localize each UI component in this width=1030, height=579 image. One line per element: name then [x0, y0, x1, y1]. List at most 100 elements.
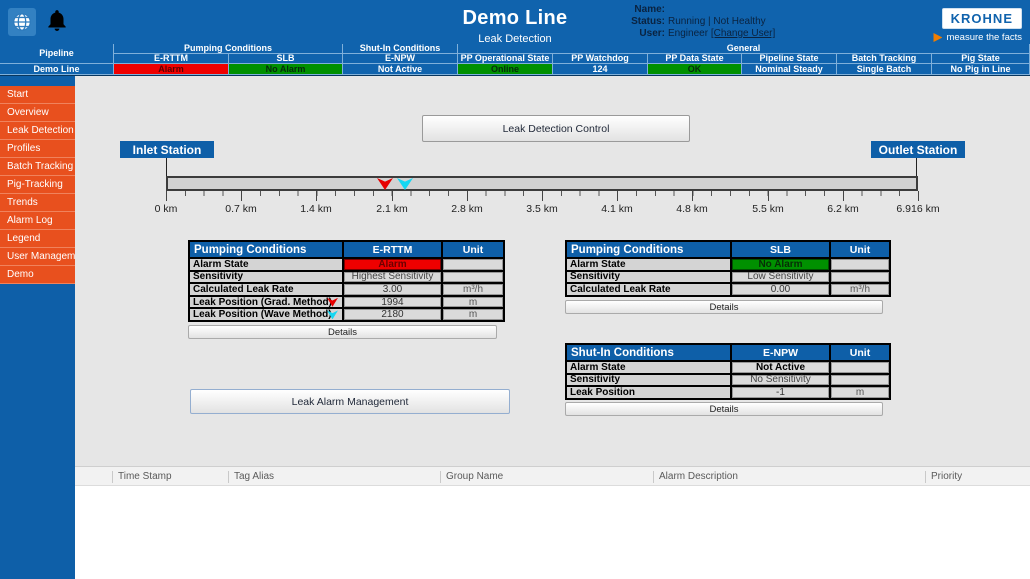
erttm-column-header: E-RTTM	[344, 242, 441, 257]
status-col-erttm: E-RTTM	[114, 54, 229, 64]
name-value	[668, 4, 808, 16]
alarm-col-timestamp[interactable]: Time Stamp	[118, 471, 172, 482]
erttm-alarm-state: Alarm	[344, 259, 441, 270]
alarm-col-group-name[interactable]: Group Name	[446, 471, 504, 482]
status-pipeline-value[interactable]: Demo Line	[0, 64, 114, 75]
enpw-unit-cell: m	[831, 387, 889, 398]
status-col-pipeline-state: Pipeline State	[742, 54, 837, 64]
outlet-station-label: Outlet Station	[871, 141, 965, 158]
erttm-row-label: Leak Position (Grad. Method)	[190, 297, 342, 308]
alarm-col-description[interactable]: Alarm Description	[659, 471, 738, 482]
ruler-label-10: 6.916 km	[896, 203, 940, 215]
alarm-log-body[interactable]	[75, 487, 1030, 579]
status-group-shutin: Shut-In Conditions	[343, 44, 458, 54]
sidebar-item-batch-tracking[interactable]: Batch Tracking	[0, 158, 75, 176]
status-value-pp-data: OK	[648, 64, 742, 75]
status-value-pp-watchdog: 124	[553, 64, 648, 75]
sidebar-item-alarm-log[interactable]: Alarm Log	[0, 212, 75, 230]
outlet-station-line	[916, 158, 917, 176]
sidebar-item-overview[interactable]: Overview	[0, 104, 75, 122]
ruler-label-1: 0.7 km	[225, 203, 257, 215]
slb-row-label: Alarm State	[567, 259, 730, 270]
erttm-unit-cell	[443, 259, 503, 270]
sidebar-item-profiles[interactable]: Profiles	[0, 140, 75, 158]
status-group-pumping: Pumping Conditions	[114, 44, 343, 54]
leak-detection-control-button[interactable]: Leak Detection Control	[422, 115, 690, 142]
erttm-unit-cell: m³/h	[443, 284, 503, 295]
slb-unit-header: Unit	[831, 242, 889, 257]
erttm-sensitivity: Highest Sensitivity	[344, 271, 441, 282]
alarm-log-header: Time Stamp Tag Alias Group Name Alarm De…	[75, 466, 1030, 486]
status-pipeline-header: Pipeline	[0, 44, 114, 64]
erttm-unit-cell: m	[443, 309, 503, 320]
wave-method-arrow-icon	[327, 310, 338, 320]
sidebar-item-leak-detection[interactable]: Leak Detection	[0, 122, 75, 140]
status-col-slb: SLB	[229, 54, 343, 64]
enpw-leak-position: -1	[732, 387, 829, 398]
session-info: Name: Status: Running | Not Healthy User:…	[598, 4, 808, 40]
grad-method-arrow-icon	[327, 297, 338, 307]
top-header: Demo Line Leak Detection Name: Status: Ru…	[0, 0, 1030, 45]
enpw-unit-header: Unit	[831, 345, 889, 360]
enpw-table-title: Shut-In Conditions	[567, 345, 730, 360]
globe-icon	[12, 12, 32, 32]
alarm-bell-icon[interactable]	[44, 8, 70, 34]
erttm-row-label: Alarm State	[190, 259, 342, 270]
ruler-label-4: 2.8 km	[451, 203, 483, 215]
sidebar-item-demo[interactable]: Demo	[0, 266, 75, 284]
slb-leak-rate: 0.00	[732, 284, 829, 295]
ruler-label-9: 6.2 km	[827, 203, 859, 215]
status-col-batch-tracking: Batch Tracking	[837, 54, 932, 64]
sidebar-item-start[interactable]: Start	[0, 86, 75, 104]
alarm-log-panel: Time Stamp Tag Alias Group Name Alarm De…	[75, 466, 1030, 579]
sidebar-item-pig-tracking[interactable]: Pig-Tracking	[0, 176, 75, 194]
sidebar: Start Overview Leak Detection Profiles B…	[0, 76, 75, 579]
status-label: Status:	[631, 16, 665, 27]
status-bar: Pipeline Pumping Conditions Shut-In Cond…	[0, 44, 1030, 76]
status-col-pp-operational: PP Operational State	[458, 54, 553, 64]
slb-unit-cell: m³/h	[831, 284, 889, 295]
page-title: Demo Line	[462, 7, 568, 29]
leak-position-grad-marker	[377, 178, 393, 190]
status-value-erttm: Alarm	[114, 64, 229, 75]
user-label: User:	[639, 28, 665, 39]
krohne-logo: KROHNE	[941, 8, 1022, 29]
slb-unit-cell	[831, 271, 889, 283]
ruler-label-0: 0 km	[154, 203, 178, 215]
pipeline-ruler	[166, 191, 919, 201]
alarm-col-tag-alias[interactable]: Tag Alias	[234, 471, 275, 482]
sidebar-item-legend[interactable]: Legend	[0, 230, 75, 248]
change-user-link[interactable]: [Change User]	[710, 28, 776, 39]
status-value: Running | Not Healthy	[668, 16, 766, 27]
pipeline-bar	[166, 176, 918, 191]
status-col-enpw: E-NPW	[343, 54, 458, 64]
slb-details-button[interactable]: Details	[565, 300, 883, 314]
erttm-details-button[interactable]: Details	[188, 325, 497, 339]
erttm-table-title: Pumping Conditions	[190, 242, 342, 257]
slb-table: Pumping Conditions SLB Unit Alarm State …	[565, 240, 891, 297]
leak-alarm-management-button[interactable]: Leak Alarm Management	[190, 389, 510, 414]
sidebar-item-user-management[interactable]: User Management	[0, 248, 75, 266]
enpw-details-button[interactable]: Details	[565, 402, 883, 416]
erttm-leak-pos-grad: 1994	[344, 297, 441, 308]
alarm-col-priority[interactable]: Priority	[931, 471, 963, 482]
erttm-unit-cell: m	[443, 297, 503, 308]
brand-logo: KROHNE measure the facts	[922, 8, 1022, 43]
inlet-station-line	[166, 158, 167, 176]
erttm-row-label: Sensitivity	[190, 271, 342, 282]
sidebar-item-trends[interactable]: Trends	[0, 194, 75, 212]
enpw-row-label: Sensitivity	[567, 374, 730, 385]
home-globe-button[interactable]	[8, 8, 36, 36]
erttm-unit-cell	[443, 271, 503, 283]
enpw-alarm-state: Not Active	[732, 362, 829, 373]
slb-unit-cell	[831, 259, 889, 270]
status-value-pig-state: No Pig in Line	[932, 64, 1030, 75]
enpw-unit-cell	[831, 362, 889, 373]
ruler-label-7: 4.8 km	[676, 203, 708, 215]
ruler-label-2: 1.4 km	[300, 203, 332, 215]
name-label: Name:	[634, 4, 665, 15]
enpw-unit-cell	[831, 374, 889, 386]
erttm-unit-header: Unit	[443, 242, 503, 257]
brand-flag-icon	[933, 33, 943, 42]
enpw-sensitivity: No Sensitivity	[732, 374, 829, 385]
